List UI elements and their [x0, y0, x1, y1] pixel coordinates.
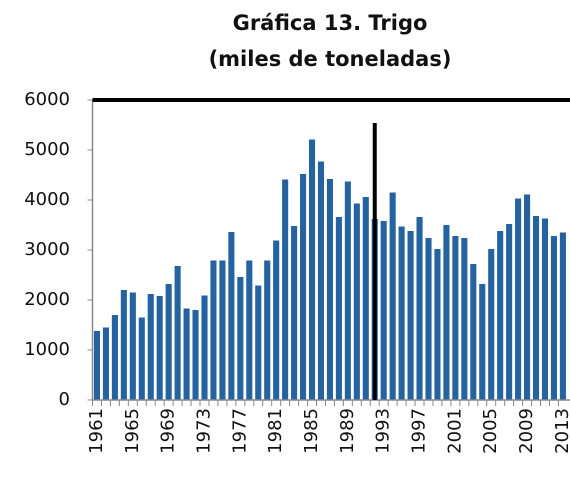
x-tick-label: 1969	[158, 408, 179, 454]
bar	[532, 216, 540, 400]
x-tick-label: 1997	[409, 408, 430, 454]
bar	[515, 198, 522, 400]
bar	[344, 181, 351, 400]
bar	[192, 310, 199, 400]
bar	[443, 225, 450, 400]
x-tick-label: 2005	[480, 408, 501, 454]
bar	[407, 231, 414, 400]
bar	[255, 285, 262, 400]
bar	[264, 260, 271, 400]
bar	[138, 317, 145, 400]
bar	[273, 240, 280, 400]
x-tick-label: 1973	[194, 408, 215, 454]
bar	[434, 249, 441, 400]
bar	[317, 161, 325, 400]
x-tick-label: 1961	[86, 408, 107, 454]
bar	[102, 327, 109, 400]
chart-subtitle: (miles de toneladas)	[209, 47, 452, 71]
bar	[389, 192, 396, 400]
bar	[93, 331, 101, 400]
bar	[380, 221, 387, 400]
bar	[452, 236, 459, 400]
bar	[308, 139, 316, 400]
x-tick-label: 2013	[552, 408, 570, 454]
bar	[326, 179, 333, 400]
bar	[111, 315, 118, 400]
x-tick-label: 1993	[373, 408, 394, 454]
bar	[120, 290, 127, 400]
bar	[550, 236, 557, 400]
x-tick-label: 2001	[444, 408, 465, 454]
bar	[362, 197, 369, 400]
bar	[300, 174, 307, 400]
bar	[353, 203, 360, 400]
y-tick-label: 3000	[24, 239, 70, 260]
bar	[470, 264, 477, 400]
x-tick-label: 1965	[122, 408, 143, 454]
bar	[291, 226, 298, 400]
bar	[416, 217, 423, 400]
bar	[506, 224, 513, 400]
bar	[479, 284, 486, 400]
x-tick-label: 2009	[516, 408, 537, 454]
bar	[129, 292, 136, 400]
bar	[335, 217, 342, 400]
bar	[183, 308, 190, 400]
bar	[398, 226, 405, 400]
x-tick-label: 1977	[229, 408, 250, 454]
x-tick-label: 1985	[301, 408, 322, 454]
chart-title: Gráfica 13. Trigo	[233, 11, 428, 35]
bar	[461, 238, 468, 400]
bar	[219, 260, 226, 400]
bar	[210, 260, 217, 400]
y-tick-label: 5000	[24, 139, 70, 160]
bar	[237, 277, 244, 400]
bar	[165, 284, 172, 400]
bar	[156, 296, 163, 400]
bar	[282, 179, 289, 400]
bar	[228, 232, 235, 400]
bar	[559, 232, 566, 400]
bar	[147, 294, 154, 400]
y-tick-label: 6000	[24, 89, 70, 110]
bar	[497, 231, 504, 400]
x-tick-label: 1981	[265, 408, 286, 454]
y-tick-label: 0	[59, 389, 70, 410]
bar	[174, 266, 181, 400]
bar	[425, 238, 432, 400]
bar	[201, 295, 208, 400]
bar	[524, 194, 531, 400]
bar	[541, 218, 549, 400]
bar	[246, 260, 253, 400]
x-tick-label: 1989	[337, 408, 358, 454]
y-tick-label: 4000	[24, 189, 70, 210]
y-tick-label: 1000	[24, 339, 70, 360]
bar	[488, 249, 495, 400]
y-tick-label: 2000	[24, 289, 70, 310]
